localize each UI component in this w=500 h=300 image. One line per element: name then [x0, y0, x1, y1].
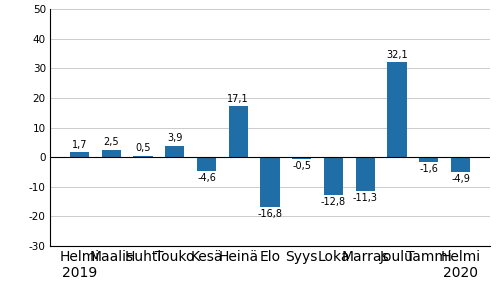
Text: -4,6: -4,6: [197, 173, 216, 183]
Text: -0,5: -0,5: [292, 161, 311, 171]
Text: 32,1: 32,1: [386, 50, 408, 60]
Text: 17,1: 17,1: [228, 94, 249, 104]
Bar: [292, 157, 312, 159]
Text: 2,5: 2,5: [104, 137, 119, 147]
Text: 3,9: 3,9: [167, 133, 182, 143]
Bar: [165, 146, 184, 157]
Bar: [70, 152, 89, 157]
Text: -16,8: -16,8: [258, 209, 282, 219]
Text: -11,3: -11,3: [352, 193, 378, 203]
Text: -12,8: -12,8: [321, 197, 346, 207]
Text: -4,9: -4,9: [451, 174, 470, 184]
Text: 0,5: 0,5: [136, 143, 151, 153]
Bar: [388, 62, 406, 157]
Text: 1,7: 1,7: [72, 140, 88, 150]
Bar: [451, 157, 470, 172]
Bar: [324, 157, 343, 195]
Bar: [228, 106, 248, 157]
Bar: [102, 150, 121, 157]
Text: -1,6: -1,6: [420, 164, 438, 174]
Bar: [356, 157, 375, 190]
Bar: [260, 157, 280, 207]
Bar: [197, 157, 216, 171]
Bar: [419, 157, 438, 162]
Bar: [134, 156, 152, 157]
